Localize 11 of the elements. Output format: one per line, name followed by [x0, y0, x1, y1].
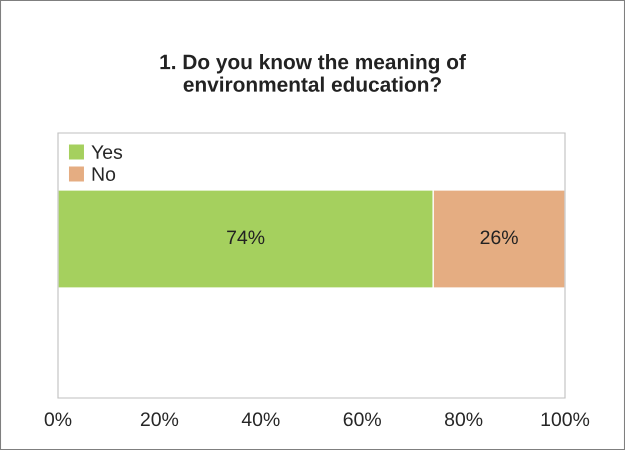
x-tick-label: 0%: [44, 412, 72, 426]
legend-label: Yes: [91, 145, 122, 159]
x-tick-label: 20%: [140, 412, 178, 426]
x-tick-label: 40%: [242, 412, 280, 426]
x-tick-label: 100%: [542, 412, 590, 426]
data-label: 74%: [227, 230, 264, 244]
x-tick-label: 60%: [344, 412, 381, 426]
data-label: 26%: [480, 230, 518, 244]
legend-label: No: [92, 167, 116, 181]
chart-title: 1. Do you know the meaning of environmental education?: [160, 54, 466, 92]
x-tick-label: 80%: [444, 412, 482, 426]
